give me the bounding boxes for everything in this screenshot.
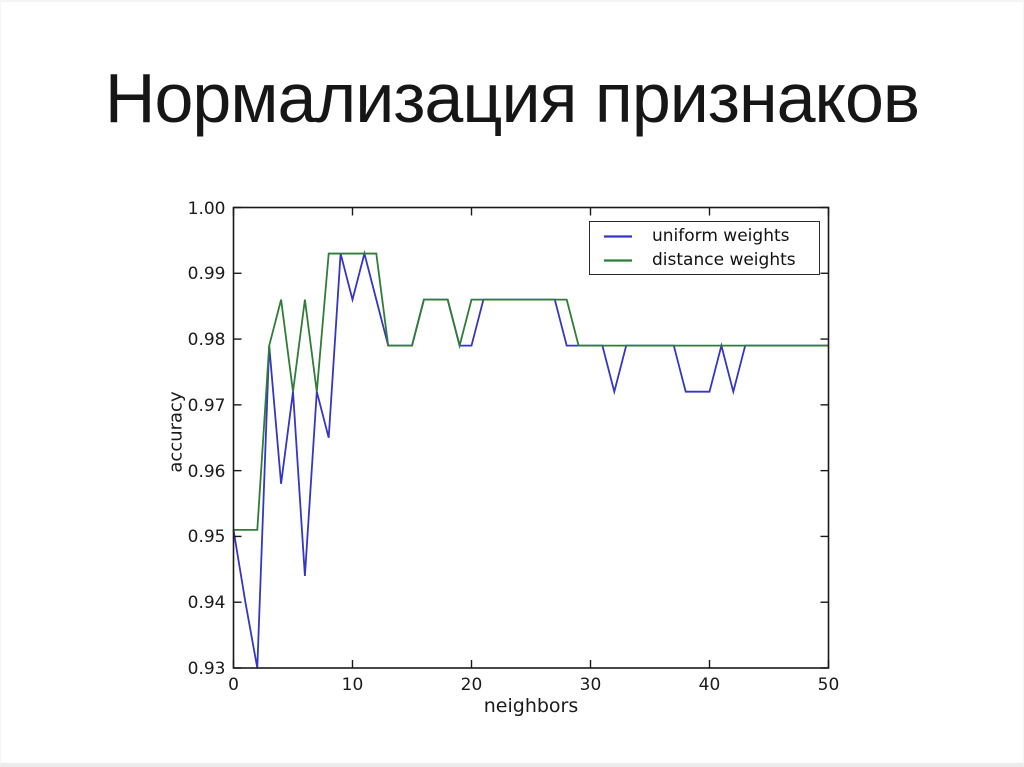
x-tick-label: 20 xyxy=(460,675,483,695)
legend-label-uniform: uniform weights xyxy=(652,226,790,246)
x-tick-label: 0 xyxy=(228,675,239,695)
y-tick-label: 0.95 xyxy=(187,527,226,548)
legend-item-uniform: uniform weights xyxy=(603,226,819,246)
x-tick-label: 40 xyxy=(698,675,721,695)
uniform-line-swatch xyxy=(604,234,632,238)
x-tick-label: 30 xyxy=(579,675,602,695)
x-axis-label: neighbors xyxy=(483,695,579,717)
legend: uniform weights distance weights xyxy=(589,221,820,275)
y-tick-label: 0.97 xyxy=(187,395,226,416)
legend-item-distance: distance weights xyxy=(603,250,819,270)
axes-spines xyxy=(232,206,830,669)
x-tick-label: 10 xyxy=(341,675,364,695)
legend-label-distance: distance weights xyxy=(652,250,796,270)
slide-title: Нормализация признаков xyxy=(104,59,920,137)
series-line-distance xyxy=(233,252,829,531)
distance-line-swatch xyxy=(604,258,632,262)
x-tick-label: 50 xyxy=(817,675,840,695)
y-tick-label: 0.99 xyxy=(187,264,226,285)
y-tick-label: 0.98 xyxy=(187,330,226,351)
y-tick-label: 0.96 xyxy=(187,461,226,482)
y-tick-label: 0.94 xyxy=(187,593,226,614)
y-tick-label: 0.93 xyxy=(187,659,226,679)
y-tick-label: 1.00 xyxy=(187,198,226,219)
